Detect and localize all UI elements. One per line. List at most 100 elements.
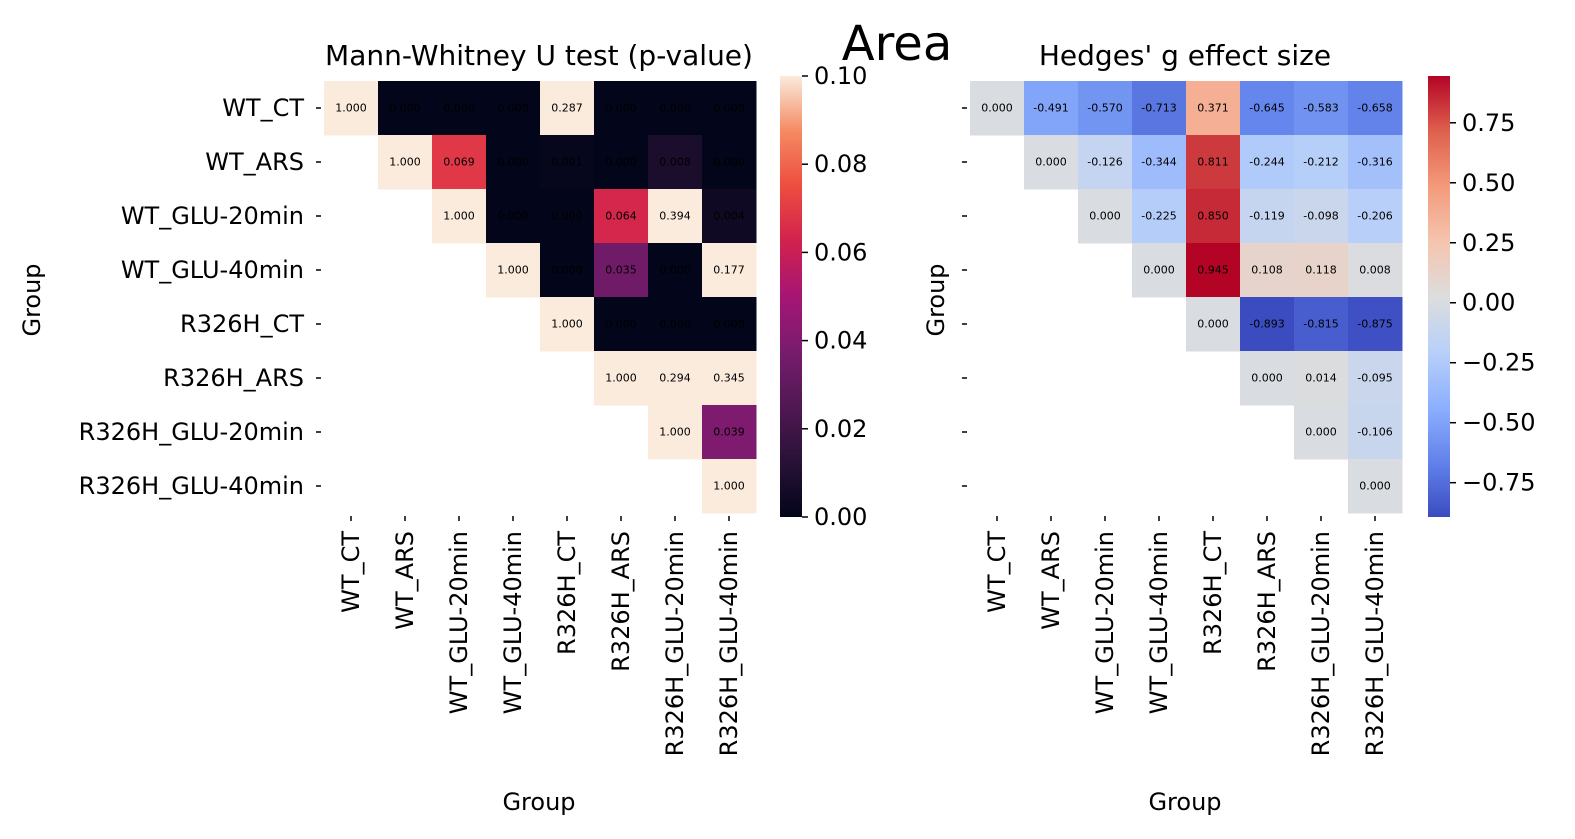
- heatmap-cell-label: 0.000: [497, 102, 529, 115]
- heatmap-cell: [432, 81, 487, 136]
- heatmap-cell-label: 0.000: [1089, 210, 1121, 223]
- heatmap-cell: [378, 81, 433, 136]
- y-tick-label: R326H_ARS: [163, 364, 304, 392]
- heatmap-cell: [1294, 297, 1349, 352]
- x-tick-label: WT_CT: [337, 531, 365, 613]
- heatmap-cell-label: 0.000: [605, 156, 637, 169]
- heatmap-cell: [1240, 243, 1295, 298]
- heatmap-cell-label: -0.316: [1357, 156, 1392, 169]
- heatmap-cell-label: 0.000: [551, 264, 583, 277]
- colorbar-tick-label: 0.25: [1462, 229, 1515, 257]
- figure-suptitle: Area: [842, 16, 952, 72]
- heatmap-cell: [1132, 243, 1187, 298]
- hedges-heatmap-cells: 0.000 -0.491 -0.570 -0.713 0.371 -0.645 -0.583…: [970, 81, 1403, 514]
- colorbar-tick-label: 0.04: [814, 327, 867, 355]
- colorbar-gradient: [780, 76, 802, 517]
- heatmap-cell: [594, 297, 649, 352]
- heatmap-cell-label: 0.035: [605, 264, 637, 277]
- heatmap-cell: [486, 81, 541, 136]
- heatmap-cell-label: 0.000: [659, 264, 691, 277]
- heatmap-cell: [1294, 81, 1349, 136]
- heatmap-cell-label: 0.039: [713, 426, 745, 439]
- heatmap-cell-label: 1.000: [335, 102, 367, 115]
- colorbar-tick-label: 0.00: [1462, 289, 1515, 317]
- heatmap-cell-label: 0.000: [1359, 480, 1391, 493]
- y-tick-label: WT_GLU-20min: [121, 202, 304, 230]
- heatmap-cell: [1240, 189, 1295, 244]
- x-tick-label: WT_ARS: [391, 531, 419, 630]
- pvalue-heatmap-xlabel: Group: [502, 788, 575, 816]
- y-tick-label: R326H_GLU-20min: [79, 418, 304, 446]
- heatmap-cell: [594, 189, 649, 244]
- heatmap-cell-label: 0.000: [1305, 426, 1337, 439]
- heatmap-cell-label: 1.000: [551, 318, 583, 331]
- heatmap-cell: [1186, 189, 1241, 244]
- heatmap-cell: [702, 189, 757, 244]
- heatmap-cell-label: 0.394: [659, 210, 691, 223]
- hedges-heatmap-ylabel: Group: [922, 263, 950, 336]
- heatmap-cell: [486, 135, 541, 190]
- heatmap-cell: [1294, 189, 1349, 244]
- x-tick-label: R326H_ARS: [1253, 531, 1281, 672]
- heatmap-cell: [1186, 297, 1241, 352]
- heatmap-cell-label: -0.570: [1087, 102, 1122, 115]
- heatmap-cell-label: 0.000: [443, 102, 475, 115]
- x-tick-label: WT_GLU-40min: [1145, 531, 1173, 714]
- heatmap-cell: [1294, 135, 1349, 190]
- heatmap-cell: [1348, 297, 1403, 352]
- heatmap-cell: [970, 81, 1025, 136]
- heatmap-cell: [1294, 351, 1349, 406]
- heatmap-cell: [594, 351, 649, 406]
- heatmap-cell: [648, 81, 703, 136]
- y-tick-label: WT_GLU-40min: [121, 256, 304, 284]
- heatmap-cell: [1348, 405, 1403, 460]
- heatmap-cell: [1240, 135, 1295, 190]
- heatmap-cell-label: -0.126: [1087, 156, 1122, 169]
- heatmap-cell-label: 0.000: [1251, 372, 1283, 385]
- heatmap-cell: [702, 405, 757, 460]
- heatmap-cell-label: 0.008: [659, 156, 691, 169]
- heatmap-cell: [1186, 81, 1241, 136]
- heatmap-cell-label: -0.658: [1357, 102, 1392, 115]
- x-tick-label: R326H_GLU-20min: [1307, 531, 1335, 756]
- heatmap-cell: [702, 459, 757, 514]
- heatmap-cell-label: -0.206: [1357, 210, 1392, 223]
- heatmap-cell-label: -0.583: [1303, 102, 1338, 115]
- heatmap-cell-label: 0.000: [1035, 156, 1067, 169]
- heatmap-cell: [432, 189, 487, 244]
- pvalue-heatmap-x-ticks: WT_CT WT_ARS WT_GLU-20min WT_GLU-40min R326H…: [337, 516, 743, 756]
- hedges-heatmap-x-ticks: WT_CT WT_ARS WT_GLU-20min WT_GLU-40min R326H…: [983, 516, 1389, 756]
- heatmap-cell-label: 0.811: [1197, 156, 1229, 169]
- heatmap-cell-label: 0.000: [713, 318, 745, 331]
- pvalue-heatmap-panel: Mann-Whitney U test (p-value) 1.000 0.000…: [18, 39, 867, 816]
- heatmap-cell: [1348, 189, 1403, 244]
- y-tick-label: R326H_GLU-40min: [79, 472, 304, 500]
- colorbar-tick-label: 0.02: [814, 415, 867, 443]
- heatmap-cell: [1024, 135, 1079, 190]
- colorbar-tick-label: −0.75: [1462, 469, 1536, 497]
- heatmap-cell-label: 0.004: [713, 210, 745, 223]
- heatmap-cell-label: 0.000: [551, 210, 583, 223]
- heatmap-cell: [1294, 243, 1349, 298]
- heatmap-cell: [648, 135, 703, 190]
- heatmap-cell-label: -0.119: [1249, 210, 1284, 223]
- colorbar-tick-label: 0.50: [1462, 169, 1515, 197]
- heatmap-cell-label: 0.000: [713, 102, 745, 115]
- heatmap-cell: [324, 81, 379, 136]
- heatmap-cell-label: 1.000: [497, 264, 529, 277]
- heatmap-cell: [1348, 243, 1403, 298]
- colorbar-tick-label: −0.25: [1462, 349, 1536, 377]
- heatmap-cell-label: 0.000: [1143, 264, 1175, 277]
- heatmap-cell-label: 0.000: [713, 156, 745, 169]
- colorbar-tick-label: 0.00: [814, 503, 867, 531]
- heatmap-cell: [594, 243, 649, 298]
- heatmap-cell: [1132, 81, 1187, 136]
- heatmap-cell: [1024, 81, 1079, 136]
- heatmap-cell: [1078, 189, 1133, 244]
- heatmap-cell: [378, 135, 433, 190]
- heatmap-cell: [702, 81, 757, 136]
- heatmap-cell-label: 0.850: [1197, 210, 1229, 223]
- x-tick-label: R326H_GLU-40min: [715, 531, 743, 756]
- heatmap-cell-label: 0.000: [389, 102, 421, 115]
